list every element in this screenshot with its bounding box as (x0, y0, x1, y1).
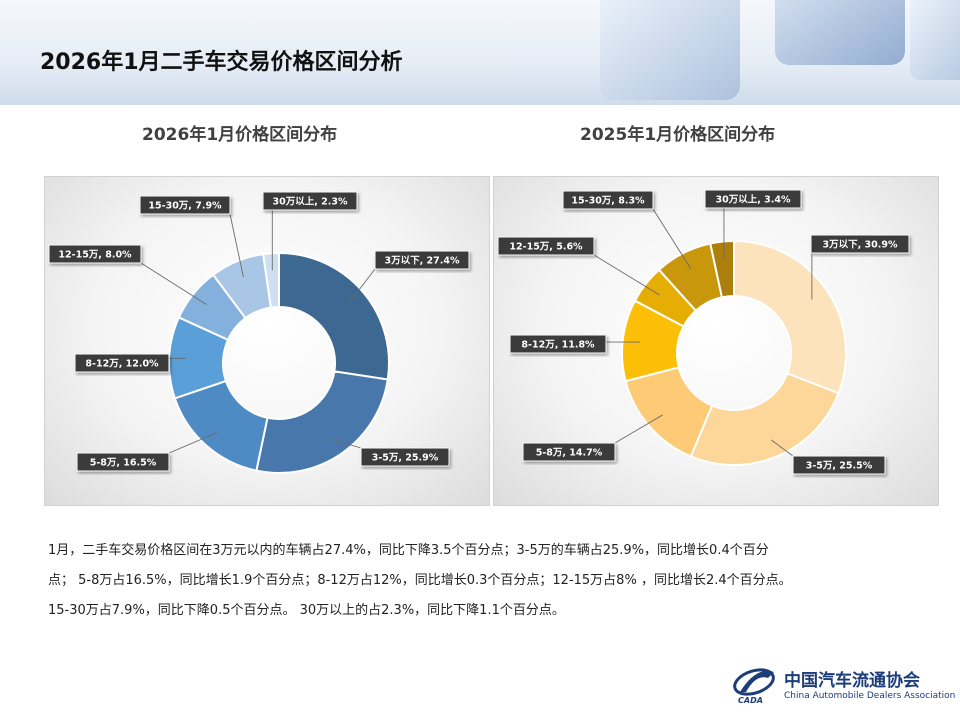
data-label: 15-30万, 7.9% (139, 195, 231, 215)
donut-slice-3万以下 (733, 239, 847, 395)
donut-slice-3-5万 (255, 370, 389, 474)
page-title: 2026年1月二手车交易价格区间分析 (40, 50, 403, 75)
data-label-text: 3-5万, 25.5% (806, 461, 873, 472)
data-label: 3万以下, 27.4% (374, 250, 470, 270)
donut-chart-2025: 3万以下, 30.9% 3-5万, 25.5% 5-8万, 14.7% 8-12万, … (497, 189, 910, 475)
data-label-text: 30万以上, 3.4% (716, 194, 791, 206)
header-band (0, 0, 960, 105)
data-label-text: 3万以下, 30.9% (823, 240, 898, 251)
data-label-text: 5-8万, 16.5% (90, 458, 157, 469)
donut-slice-3万以下 (278, 251, 390, 381)
data-label: 3万以下, 30.9% (810, 234, 910, 254)
data-label: 12-15万, 8.0% (48, 244, 142, 264)
data-label-text: 15-30万, 7.9% (148, 201, 222, 212)
data-label: 3-5万, 25.9% (360, 447, 450, 467)
data-label-text: 12-15万, 5.6% (509, 242, 583, 253)
leader-line (652, 208, 692, 270)
donut-chart-2026: 3万以下, 27.4% 3-5万, 25.9% 5-8万, 16.5% 8-12万, … (48, 191, 470, 474)
chart-title-2025: 2025年1月价格区间分布 (580, 125, 776, 145)
data-label-text: 3-5万, 25.9% (372, 453, 439, 464)
leader-line (331, 438, 362, 449)
data-label: 30万以上, 2.3% (262, 191, 358, 211)
data-label-text: 5-8万, 14.7% (536, 448, 603, 459)
donut-slice-30万以上 (709, 239, 735, 299)
chart-panel-2025: 3万以下, 30.9% 3-5万, 25.5% 5-8万, 14.7% 8-12万, … (493, 176, 939, 506)
summary-line: 点； 5-8万占16.5%，同比增长1.9个百分点；8-12万占12%，同比增长… (48, 573, 792, 588)
logo-name-en: China Automobile Dealers Association (784, 691, 956, 701)
leader-line (593, 254, 660, 296)
leader-line (770, 439, 794, 457)
chart-panel-2026: 3万以下, 27.4% 3-5万, 25.9% 5-8万, 16.5% 8-12万, … (44, 176, 490, 506)
summary-line: 1月，二手车交易价格区间在3万元以内的车辆占27.4%，同比下降3.5个百分点；… (48, 543, 769, 558)
logo-name-cn: 中国汽车流通协会 (784, 671, 920, 691)
donut-slice-30万以上 (262, 251, 280, 309)
data-label-text: 8-12万, 11.8% (521, 340, 595, 351)
data-label: 8-12万, 11.8% (509, 334, 607, 354)
summary-text: 1月，二手车交易价格区间在3万元以内的车辆占27.4%，同比下降3.5个百分点；… (48, 536, 938, 626)
data-label-text: 8-12万, 12.0% (85, 359, 159, 370)
data-label-text: 30万以上, 2.3% (273, 196, 348, 208)
leader-line (614, 414, 663, 444)
data-label: 12-15万, 5.6% (497, 236, 595, 256)
data-label: 3-5万, 25.5% (792, 455, 886, 475)
data-label-text: 3万以下, 27.4% (385, 256, 460, 267)
data-label: 8-12万, 12.0% (74, 353, 170, 373)
data-label-text: 12-15万, 8.0% (58, 250, 132, 261)
data-label: 30万以上, 3.4% (704, 189, 802, 209)
leader-line (140, 262, 207, 306)
leader-line (349, 268, 376, 303)
cada-emblem-icon (733, 668, 775, 696)
logo-abbreviation: CADA (738, 696, 763, 705)
data-label: 5-8万, 16.5% (76, 452, 170, 472)
donut-slice-3-5万 (689, 372, 840, 466)
leader-line (168, 432, 218, 454)
header-decoration-image (600, 0, 960, 100)
data-label-text: 15-30万, 8.3% (571, 196, 645, 207)
association-logo: CADA 中国汽车流通协会 China Automobile Dealers A… (730, 660, 956, 710)
leader-line (229, 213, 244, 278)
chart-title-2026: 2026年1月价格区间分布 (142, 125, 338, 145)
data-label: 5-8万, 14.7% (522, 442, 616, 462)
data-label: 15-30万, 8.3% (562, 190, 654, 210)
summary-line: 15-30万占7.9%，同比下降0.5个百分点。 30万以上的占2.3%，同比下… (48, 603, 565, 618)
